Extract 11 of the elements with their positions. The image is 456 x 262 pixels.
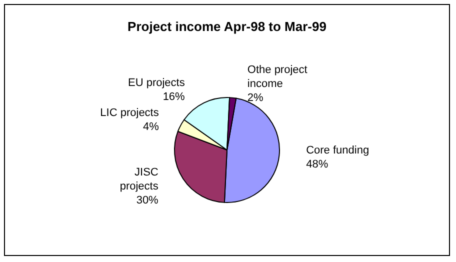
data-label: 2%: [247, 92, 264, 104]
data-label: 4%: [142, 121, 160, 134]
data-label: 48%: [306, 158, 328, 170]
slice-label: EU projects: [128, 77, 186, 90]
data-label: 16%: [162, 91, 186, 104]
slice-label: JISC projects: [120, 166, 159, 192]
slice-label: Core funding: [306, 144, 370, 156]
slice-label: Othe project income: [247, 64, 308, 90]
chart-title: Project income Apr-98 to Mar-99: [128, 19, 326, 34]
slice-label: LIC projects: [100, 107, 160, 120]
data-label: 30%: [136, 194, 159, 206]
